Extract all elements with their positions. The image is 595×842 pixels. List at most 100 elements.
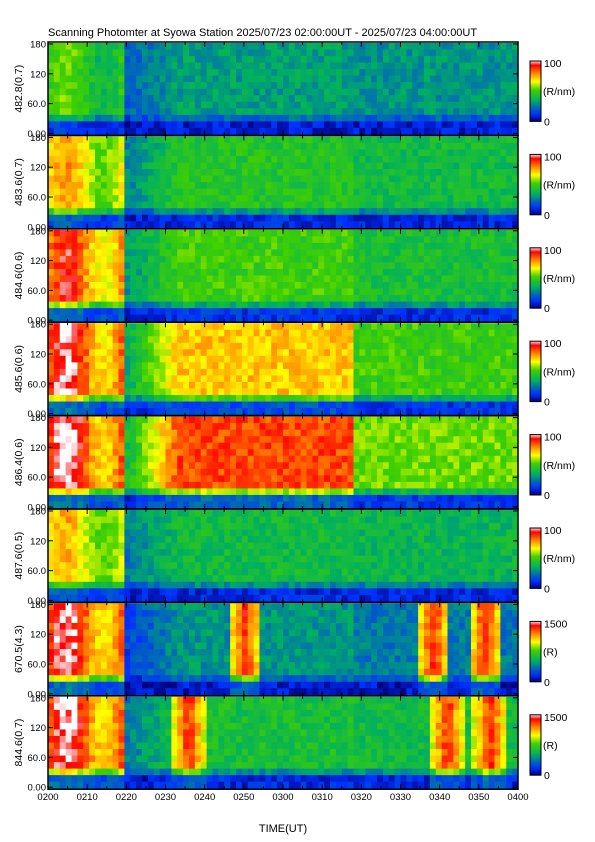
heatmap-cell [218, 195, 225, 203]
heatmap-cell [165, 108, 172, 116]
heatmap-cell [136, 62, 143, 70]
heatmap-cell [212, 282, 219, 289]
heatmap-cell [488, 381, 495, 389]
heatmap-cell [494, 329, 501, 337]
heatmap-cell [171, 88, 178, 96]
heatmap-cell [183, 162, 190, 170]
heatmap-cell [194, 142, 202, 150]
heatmap-cell [212, 69, 219, 77]
heatmap-cell [506, 75, 513, 83]
heatmap-cell [83, 142, 90, 150]
heatmap-cell [159, 62, 166, 70]
heatmap-cell [406, 121, 413, 129]
heatmap-cell [283, 301, 290, 309]
heatmap-cell [471, 149, 478, 157]
heatmap-cell [429, 255, 437, 263]
heatmap-cell [147, 375, 155, 383]
heatmap-cell [418, 169, 425, 176]
heatmap-cell [259, 349, 266, 357]
heatmap-cell [488, 188, 495, 196]
heatmap-cell [394, 288, 401, 296]
heatmap-cell [453, 355, 460, 363]
heatmap-cell [347, 56, 354, 63]
heatmap-cell [230, 288, 237, 296]
heatmap-cell [283, 88, 290, 96]
heatmap-cell [388, 314, 396, 322]
heatmap-cell [294, 301, 302, 309]
heatmap-cell [259, 323, 266, 331]
heatmap-cell [365, 368, 372, 376]
heatmap-cell [271, 49, 278, 57]
heatmap-cell [48, 49, 55, 57]
heatmap-cell [106, 75, 114, 83]
heatmap-cell [142, 155, 149, 163]
heatmap-cell [429, 136, 437, 144]
heatmap-cell [265, 249, 272, 257]
heatmap-cell [159, 381, 166, 389]
heatmap-cell [365, 201, 372, 209]
heatmap-cell [265, 262, 272, 270]
heatmap-cell [306, 201, 313, 209]
heatmap-cell [95, 195, 102, 203]
heatmap-cell [230, 169, 237, 176]
heatmap-cell [247, 368, 255, 376]
heatmap-cell [382, 49, 390, 57]
heatmap-cell [424, 195, 431, 203]
heatmap-cell [265, 195, 272, 203]
heatmap-cell [212, 329, 219, 337]
heatmap-cell [388, 275, 396, 283]
heatmap-cell [53, 127, 61, 135]
heatmap-cell [218, 49, 225, 57]
heatmap-cell [447, 162, 454, 170]
heatmap-cell [459, 88, 466, 96]
heatmap-cell [194, 108, 202, 116]
heatmap-cell [406, 308, 413, 316]
heatmap-cell [306, 381, 313, 389]
heatmap-cell [218, 381, 225, 389]
heatmap-cell [65, 49, 72, 57]
heatmap-cell [429, 336, 437, 344]
heatmap-cell [136, 142, 143, 150]
heatmap-cell [271, 214, 278, 222]
heatmap-cell [400, 288, 407, 296]
heatmap-cell [194, 127, 202, 135]
heatmap-cell [312, 142, 319, 150]
heatmap-cell [130, 43, 137, 50]
heatmap-cell [318, 236, 325, 244]
colorbar-max-label: 100 [544, 245, 562, 257]
heatmap-cell [159, 162, 166, 170]
heatmap-cell [406, 155, 413, 163]
heatmap-cell [106, 114, 114, 122]
heatmap-cell [412, 408, 419, 415]
heatmap-cell [288, 221, 296, 229]
heatmap-cell [353, 56, 360, 63]
heatmap-cell [288, 95, 296, 103]
heatmap-cell [89, 308, 96, 316]
heatmap-cell [353, 408, 360, 415]
heatmap-cell [48, 395, 55, 402]
heatmap-cell [59, 121, 67, 129]
heatmap-cell [130, 355, 137, 363]
heatmap-cell [183, 101, 190, 109]
heatmap-cell [271, 75, 278, 83]
heatmap-cell [147, 249, 155, 257]
heatmap-cell [247, 208, 255, 216]
heatmap-cell [488, 262, 495, 270]
heatmap-cell [441, 155, 448, 163]
heatmap-cell [224, 95, 231, 103]
heatmap-cell [300, 375, 307, 383]
heatmap-cell [118, 475, 125, 483]
heatmap-cell [371, 388, 378, 396]
heatmap-cell [253, 221, 260, 229]
heatmap-cell [100, 301, 108, 309]
heatmap-cell [412, 188, 419, 196]
heatmap-cell [89, 221, 96, 229]
heatmap-cell [335, 162, 343, 170]
heatmap-cell [347, 336, 354, 344]
heatmap-cell [124, 188, 131, 196]
heatmap-cell [476, 229, 484, 237]
heatmap-cell [382, 229, 390, 237]
heatmap-cell [71, 475, 78, 483]
heatmap-cell [506, 121, 513, 129]
heatmap-cell [112, 395, 119, 402]
